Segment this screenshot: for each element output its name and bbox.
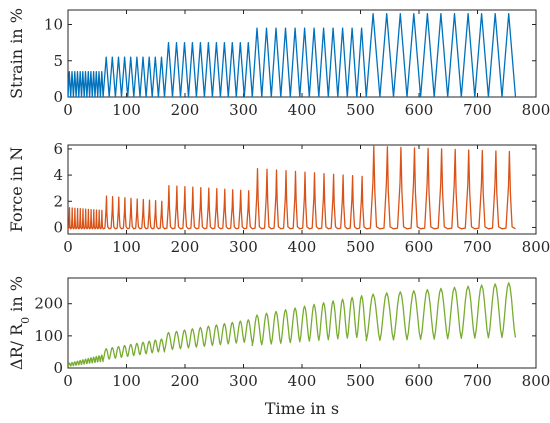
y-axis-label: Force in N: [7, 147, 26, 233]
x-tick-label: 400: [288, 238, 317, 256]
x-tick-label: 0: [63, 238, 73, 256]
x-tick-label: 300: [229, 238, 258, 256]
y-tick-label: 4: [53, 166, 63, 184]
x-tick-label: 200: [171, 372, 200, 390]
y-tick-label: 200: [34, 295, 63, 313]
x-tick-label: 600: [405, 101, 434, 119]
x-tick-label: 500: [346, 238, 375, 256]
x-tick-label: 0: [63, 101, 73, 119]
y-tick-label: 6: [53, 140, 63, 158]
x-axis-label: Time in s: [265, 399, 339, 418]
y-tick-label: 0: [53, 359, 63, 377]
x-tick-label: 500: [346, 372, 375, 390]
series-line: [68, 282, 517, 367]
force-panel: 0 100 200 300 400 500 600 700 800 0 2 4 6 Force in N: [7, 140, 550, 256]
x-tick-label: 300: [229, 101, 258, 119]
x-tick-label: 800: [522, 238, 550, 256]
x-tick-label: 800: [522, 372, 550, 390]
x-tick-label: 100: [112, 372, 141, 390]
y-tick-label: 100: [34, 327, 63, 345]
x-tick-label: 800: [522, 101, 550, 119]
axes-box: [67, 9, 537, 98]
x-tick-label: 100: [112, 238, 141, 256]
y-axis-label: Strain in %: [7, 8, 26, 99]
x-tick-label: 400: [288, 372, 317, 390]
x-tick-label: 200: [171, 238, 200, 256]
x-tick-label: 200: [171, 101, 200, 119]
series-line: [68, 145, 516, 230]
y-tick-label: 10: [44, 16, 63, 34]
x-tick-label: 700: [463, 238, 492, 256]
y-tick-label: 0: [53, 88, 63, 106]
x-tick-label: 100: [112, 101, 141, 119]
y-tick-label: 2: [53, 192, 63, 210]
y-axis-label: ΔR/ R0 in %: [7, 276, 32, 370]
x-tick-label: 700: [463, 101, 492, 119]
x-tick-label: 700: [463, 372, 492, 390]
x-tick-label: 0: [63, 372, 73, 390]
y-tick-label: 0: [53, 218, 63, 236]
x-tick-label: 300: [229, 372, 258, 390]
x-tick-label: 600: [405, 372, 434, 390]
x-tick-label: 400: [288, 101, 317, 119]
x-tick-label: 500: [346, 101, 375, 119]
y-tick-label: 5: [53, 52, 63, 70]
strain-panel: 0 100 200 300 400 500 600 700 800 0 5 10 Strain in %: [7, 8, 550, 119]
series-line: [68, 12, 517, 97]
x-tick-label: 600: [405, 238, 434, 256]
